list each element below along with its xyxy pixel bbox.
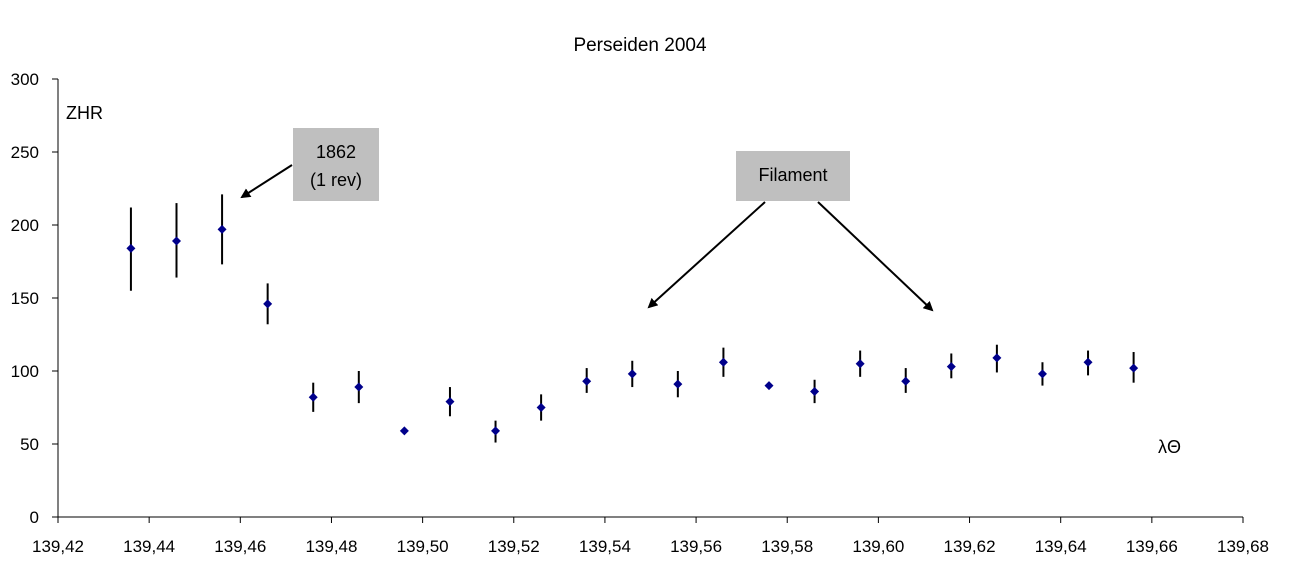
annotation-filament-arrow-right bbox=[817, 201, 934, 312]
annotation-1862-line2: (1 rev) bbox=[310, 170, 362, 190]
y-tick-label: 200 bbox=[11, 216, 39, 235]
x-tick-label: 139,56 bbox=[670, 537, 722, 556]
data-point bbox=[399, 426, 409, 436]
y-axis-label: ZHR bbox=[66, 103, 103, 123]
y-tick-label: 150 bbox=[11, 289, 39, 308]
y-tick-label: 250 bbox=[11, 143, 39, 162]
data-point bbox=[627, 369, 637, 379]
data-point bbox=[764, 381, 774, 391]
data-point bbox=[855, 359, 865, 369]
data-point bbox=[126, 243, 136, 253]
data-point bbox=[536, 403, 546, 412]
data-point bbox=[263, 299, 273, 309]
x-tick-label: 139,44 bbox=[123, 537, 175, 556]
annotation-1862-line1: 1862 bbox=[316, 142, 356, 162]
x-tick-label: 139,48 bbox=[305, 537, 357, 556]
data-point bbox=[354, 382, 364, 392]
annotation-filament: Filament bbox=[647, 151, 934, 312]
x-tick-label: 139,68 bbox=[1217, 537, 1269, 556]
y-tick-label: 50 bbox=[20, 435, 39, 454]
data-point bbox=[308, 392, 318, 402]
data-point bbox=[946, 362, 956, 372]
data-point bbox=[491, 426, 501, 436]
x-tick-label: 139,62 bbox=[944, 537, 996, 556]
data-point bbox=[901, 376, 911, 386]
x-tick-label: 139,60 bbox=[852, 537, 904, 556]
data-point bbox=[172, 236, 181, 246]
y-tick-label: 300 bbox=[11, 70, 39, 89]
x-tick-label: 139,64 bbox=[1035, 537, 1087, 556]
data-point bbox=[718, 357, 728, 367]
data-point bbox=[810, 386, 820, 396]
x-ticks: 139,42 139,44 139,46 139,48 139,50 139,52 139,… bbox=[32, 517, 1269, 556]
y-tick-label: 100 bbox=[11, 362, 39, 381]
data-point bbox=[673, 379, 683, 389]
chart-title: Perseiden 2004 bbox=[573, 35, 707, 56]
x-tick-label: 139,50 bbox=[397, 537, 449, 556]
axes bbox=[57, 79, 1243, 518]
y-ticks: 0 50 100 150 200 250 300 bbox=[11, 70, 58, 527]
annotation-filament-text: Filament bbox=[758, 165, 827, 185]
x-tick-label: 139,42 bbox=[32, 537, 84, 556]
data-point bbox=[992, 353, 1002, 363]
x-tick-label: 139,46 bbox=[214, 537, 266, 556]
error-bars bbox=[129, 194, 1135, 443]
data-point bbox=[445, 397, 455, 407]
data-point bbox=[1037, 369, 1047, 379]
data-point bbox=[1129, 363, 1139, 373]
y-tick-label: 0 bbox=[30, 508, 39, 527]
annotation-box-1862 bbox=[293, 128, 379, 201]
data-point bbox=[1083, 357, 1093, 367]
data-markers bbox=[126, 224, 1139, 436]
annotation-box-filament bbox=[736, 151, 850, 201]
annotation-1862: 1862 (1 rev) bbox=[240, 128, 379, 201]
x-tick-label: 139,58 bbox=[761, 537, 813, 556]
annotation-filament-arrow-left bbox=[647, 201, 766, 309]
data-point bbox=[582, 376, 592, 386]
x-tick-label: 139,52 bbox=[488, 537, 540, 556]
x-axis-label: λΘ bbox=[1158, 437, 1181, 457]
data-point bbox=[217, 224, 227, 234]
x-tick-label: 139,66 bbox=[1126, 537, 1178, 556]
x-tick-label: 139,54 bbox=[579, 537, 631, 556]
annotation-1862-arrow bbox=[240, 164, 293, 199]
